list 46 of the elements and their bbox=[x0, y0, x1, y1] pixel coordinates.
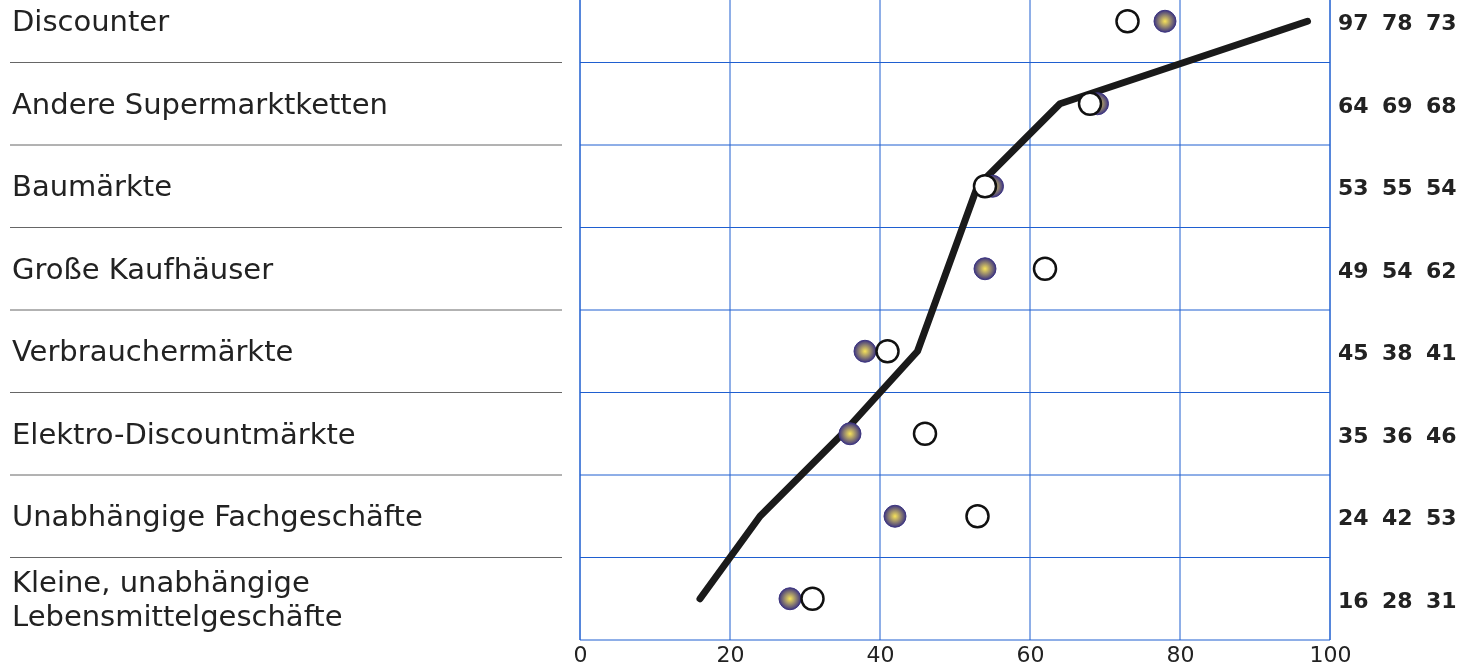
data-label: 54 bbox=[1382, 257, 1413, 283]
data-label: 97 bbox=[1338, 10, 1369, 36]
point bbox=[1077, 91, 1103, 116]
data-label: 53 bbox=[1426, 505, 1457, 531]
data-label: 38 bbox=[1382, 340, 1413, 366]
data-label: 55 bbox=[1382, 175, 1413, 201]
y-tick-label: Andere Supermarktketten bbox=[12, 86, 388, 121]
data-label: 35 bbox=[1338, 422, 1369, 448]
data-label: 69 bbox=[1382, 92, 1413, 118]
data-label: 16 bbox=[1338, 587, 1369, 613]
y-tick-label: Kleine, unabhängige Lebensmittelgeschäfte bbox=[12, 564, 343, 633]
data-label: 46 bbox=[1426, 422, 1457, 448]
x-tick-label: 80 bbox=[1166, 641, 1195, 667]
data-label: 41 bbox=[1426, 340, 1457, 366]
data-label: 73 bbox=[1426, 10, 1457, 36]
point bbox=[1153, 9, 1177, 33]
y-tick-label: Baumärkte bbox=[12, 169, 172, 204]
data-label: 45 bbox=[1338, 340, 1369, 366]
x-tick-label: 100 bbox=[1309, 641, 1352, 667]
data-label: 68 bbox=[1426, 92, 1457, 118]
point bbox=[853, 339, 877, 363]
y-tick-label: Große Kaufhäuser bbox=[12, 251, 274, 286]
x-tick-label: 40 bbox=[866, 641, 895, 667]
data-label: 78 bbox=[1382, 10, 1413, 36]
point bbox=[972, 174, 998, 199]
data-label: 36 bbox=[1382, 422, 1413, 448]
y-tick-label: Unabhängige Fachgeschäfte bbox=[12, 499, 423, 534]
point bbox=[838, 422, 862, 446]
point bbox=[778, 587, 802, 611]
data-label: 64 bbox=[1338, 92, 1369, 118]
point bbox=[973, 257, 997, 281]
data-label: 54 bbox=[1426, 175, 1457, 201]
point bbox=[883, 504, 907, 528]
data-label: 31 bbox=[1426, 587, 1457, 613]
data-label: 49 bbox=[1338, 257, 1369, 283]
x-tick-label: 20 bbox=[716, 641, 745, 667]
y-tick-label: Discounter bbox=[12, 4, 170, 39]
data-label: 53 bbox=[1338, 175, 1369, 201]
y-tick-label: Verbrauchermärkte bbox=[12, 334, 294, 369]
data-label: 28 bbox=[1382, 587, 1413, 613]
data-label: 42 bbox=[1382, 505, 1413, 531]
data-label: 62 bbox=[1426, 257, 1457, 283]
x-tick-label: 60 bbox=[1016, 641, 1045, 667]
x-tick-label: 0 bbox=[573, 641, 588, 667]
y-tick-label: Elektro-Discountmärkte bbox=[12, 416, 356, 451]
data-label: 24 bbox=[1338, 505, 1369, 531]
